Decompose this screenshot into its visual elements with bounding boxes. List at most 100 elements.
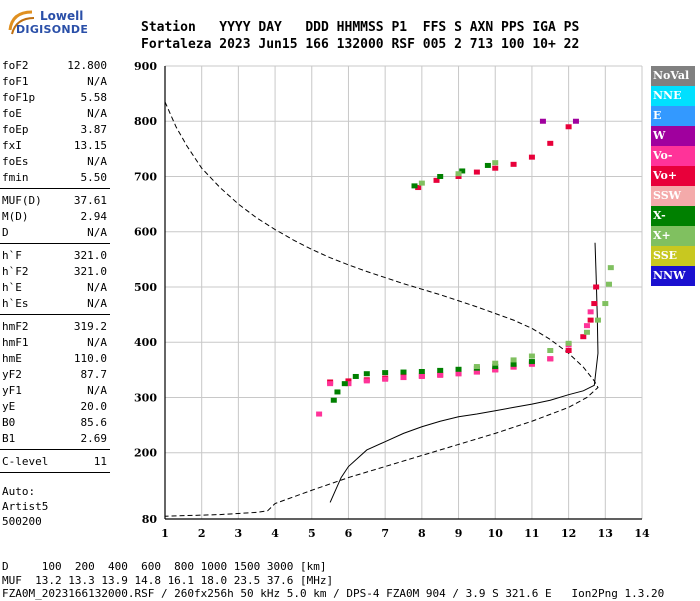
param-value: 20.0 (80, 400, 108, 413)
echo-point-x (528, 359, 535, 365)
echo-point-w (572, 118, 579, 124)
param-label: fmin (2, 171, 29, 184)
echo-point-vo (433, 177, 440, 183)
param-value: 3.87 (80, 123, 108, 136)
param-value: 87.7 (80, 368, 108, 381)
auto-code: 500200 (2, 515, 42, 528)
param-row: foEs N/A (0, 154, 110, 170)
x-tick-label: 12 (561, 527, 576, 540)
param-label: yF2 (2, 368, 22, 381)
echo-point-vo (528, 361, 535, 367)
param-value: 13.15 (73, 139, 107, 152)
echo-point-x (605, 281, 612, 287)
parameter-table: foF2 12.800 foF1 N/A foF1p 5.58 foE N/A foEp 3.87… (0, 58, 110, 477)
legend-item: NNE (651, 86, 695, 106)
legend-item: X- (651, 206, 695, 226)
echo-point-x (484, 162, 491, 168)
echo-point-vo (565, 348, 572, 354)
param-row: yE 20.0 (0, 399, 110, 415)
param-label: h`F (2, 249, 22, 262)
param-row: B1 2.69 (0, 431, 110, 447)
param-row: fmin 5.50 (0, 170, 110, 186)
y-tick-label: 600 (134, 226, 157, 239)
x-tick-label: 8 (418, 527, 426, 540)
echo-point-x (492, 364, 499, 370)
header: Station YYYY DAY DDD HHMMSS P1 FFS S AXN… (141, 19, 579, 53)
echo-point-x (330, 397, 337, 403)
param-row: yF2 87.7 (0, 367, 110, 383)
echo-point-x (455, 366, 462, 372)
param-label: foF2 (2, 59, 29, 72)
param-row: C-level 11 (0, 454, 110, 470)
echo-point-x (363, 371, 370, 377)
y-tick-label: 900 (134, 60, 157, 73)
param-value: 5.50 (80, 171, 108, 184)
param-row: h`F2 321.0 (0, 264, 110, 280)
param-row: foF2 12.800 (0, 58, 110, 74)
param-row: foEp 3.87 (0, 122, 110, 138)
legend-item: NoVal (651, 66, 695, 86)
auto-program: Artist5 (2, 500, 49, 513)
param-value: 321.0 (73, 265, 107, 278)
param-label: h`F2 (2, 265, 29, 278)
x-tick-label: 6 (345, 527, 353, 540)
x-tick-label: 4 (271, 527, 279, 540)
param-value: 11 (93, 455, 107, 468)
echo-point-vo (437, 372, 444, 378)
param-row: hmE 110.0 (0, 351, 110, 367)
x-tick-label: 9 (455, 527, 463, 540)
param-row: D N/A (0, 225, 110, 241)
echo-point-vo (547, 140, 554, 146)
param-label: foEs (2, 155, 29, 168)
echo-point-vo (400, 375, 407, 381)
echo-point-x (602, 301, 609, 307)
param-label: foEp (2, 123, 29, 136)
echo-point-x (334, 389, 341, 395)
echo-point-x (547, 348, 554, 354)
echo-point-vo (510, 364, 517, 370)
logo-line2: DIGISONDE (16, 23, 89, 36)
param-label: M(D) (2, 210, 29, 223)
echo-point-vo (593, 284, 600, 290)
param-value: 85.6 (80, 416, 108, 429)
echo-point-x (411, 183, 418, 189)
param-label: yE (2, 400, 16, 413)
x-tick-label: 13 (598, 527, 613, 540)
param-label: foF1p (2, 91, 36, 104)
param-value: 319.2 (73, 320, 107, 333)
param-label: D (2, 226, 9, 239)
echo-point-vo (455, 371, 462, 377)
param-value: N/A (87, 384, 107, 397)
param-value: 321.0 (73, 249, 107, 262)
legend-item: Vo+ (651, 166, 695, 186)
param-row: M(D) 2.94 (0, 209, 110, 225)
param-value: N/A (87, 336, 107, 349)
param-row: h`E N/A (0, 280, 110, 296)
param-value: 2.69 (80, 432, 108, 445)
echo-point-x (400, 369, 407, 375)
param-row: MUF(D) 37.61 (0, 193, 110, 209)
echo-point-x (583, 329, 590, 335)
echo-point-x (492, 360, 499, 366)
echo-point-vo (316, 411, 323, 417)
param-row: fxI 13.15 (0, 138, 110, 154)
legend-item: SSE (651, 246, 695, 266)
echo-point-vo (547, 356, 554, 362)
echo-point-vo (591, 301, 598, 307)
legend-item: Vo- (651, 146, 695, 166)
x-tick-label: 5 (308, 527, 316, 540)
echo-point-x (528, 353, 535, 359)
param-row: h`Es N/A (0, 296, 110, 312)
x-tick-label: 2 (198, 527, 206, 540)
echo-point-x (437, 367, 444, 373)
param-value: 12.800 (67, 59, 107, 72)
param-label: fxI (2, 139, 22, 152)
legend-item: W (651, 126, 695, 146)
param-row: hmF2 319.2 (0, 319, 110, 335)
echo-point-x (492, 160, 499, 166)
auto-label: Auto: (2, 485, 36, 498)
param-value: 5.58 (80, 91, 108, 104)
echo-point-vo (327, 381, 334, 387)
legend-item: NNW (651, 266, 695, 286)
